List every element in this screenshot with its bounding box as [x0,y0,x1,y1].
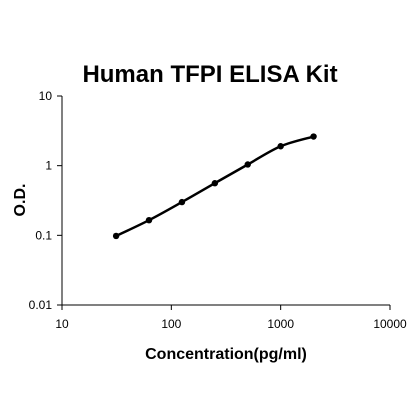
x-tick-label: 10 [55,317,69,331]
data-point [145,216,153,224]
y-tick-label: 1 [45,159,52,173]
plot-area: 0.01 0.1 1 10 10 100 1000 10000 [29,89,407,331]
y-tick-label: 10 [39,89,53,103]
data-point [244,161,251,168]
x-tick-label: 10000 [373,317,407,331]
data-point [277,143,284,150]
data-point [178,198,186,206]
chart-title: Human TFPI ELISA Kit [82,61,337,88]
x-tick-label: 1000 [267,317,294,331]
data-point [310,133,317,140]
data-point [211,180,219,187]
data-point [112,232,120,240]
y-axis-label: O.D. [12,184,29,217]
y-tick-label: 0.1 [35,228,52,242]
x-tick-label: 100 [161,317,181,331]
y-tick-label: 0.01 [29,298,53,312]
x-axis-label: Concentration(pg/ml) [145,346,307,363]
